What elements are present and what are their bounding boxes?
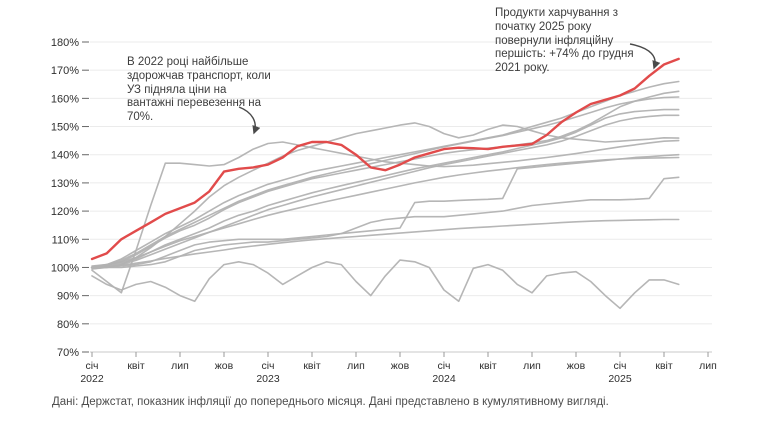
transport-annotation-arrow: [238, 106, 261, 135]
x-tick-label-12: січ: [613, 360, 626, 372]
y-tick-label-100: 100%: [51, 262, 79, 274]
x-tick-label-1: квіт: [127, 360, 145, 372]
series-line-transport: [91, 139, 680, 294]
food-annotation-arrow: [629, 43, 661, 70]
series-line-gray-mid-2: [91, 114, 680, 270]
x-year-label-2023: 2023: [256, 373, 280, 385]
y-tick-label-110: 110%: [52, 234, 80, 246]
axes: 70% 80% 90% 100% 110% 120% 130% 140% 150% 160% 170…: [51, 37, 717, 385]
annotation-arrows: [238, 43, 661, 135]
series-line-gray-mid-1: [91, 156, 680, 268]
y-tick-label-80: 80%: [57, 319, 79, 331]
x-tick-label-10: лип: [523, 360, 541, 372]
x-tick-label-9: квіт: [479, 360, 497, 372]
series-line-clothing-seasonal: [91, 259, 680, 310]
x-year-label-2024: 2024: [432, 373, 456, 385]
annotation-transport-2022: В 2022 році найбільше здорожчав транспор…: [127, 56, 271, 124]
series-line-gray-staircase-comm: [91, 176, 680, 269]
series-line-gray-slow: [91, 218, 680, 269]
series-line-gray-volatile: [91, 122, 680, 270]
series-line-food: [90, 57, 680, 261]
x-tick-label-14: лип: [699, 360, 717, 372]
x-tick-label-13: квіт: [655, 360, 673, 372]
chart-caption: Дані: Держстат, показник інфляції до поп…: [52, 396, 609, 408]
y-tick-label-180: 180%: [51, 37, 79, 49]
y-tick-label-70: 70%: [57, 347, 79, 359]
y-tick-label-150: 150%: [51, 122, 79, 134]
x-tick-label-8: січ: [437, 360, 450, 372]
y-tick-label-90: 90%: [57, 291, 79, 303]
x-tick-label-0: січ: [85, 360, 98, 372]
series-line-gray-upper-1: [91, 96, 680, 269]
x-tick-label-6: лип: [347, 360, 365, 372]
x-year-label-2022: 2022: [80, 373, 104, 385]
y-tick-label-120: 120%: [51, 206, 79, 218]
data-series: [90, 57, 680, 310]
x-tick-label-2: лип: [171, 360, 189, 372]
x-tick-label-5: квіт: [303, 360, 321, 372]
y-tick-label-160: 160%: [51, 93, 79, 105]
x-tick-label-3: жов: [215, 360, 234, 372]
x-tick-label-4: січ: [261, 360, 274, 372]
annotation-food-2025: Продукти харчування з початку 2025 року …: [495, 7, 634, 75]
x-tick-label-11: жов: [567, 360, 586, 372]
series-line-gray-upper-2: [91, 90, 680, 269]
x-year-label-2025: 2025: [608, 373, 632, 385]
y-tick-label-170: 170%: [51, 65, 79, 77]
series-line-gray-staircase-utilities: [91, 153, 680, 269]
x-tick-label-7: жов: [391, 360, 410, 372]
series-line-gray-mid-3: [91, 108, 680, 269]
y-tick-label-130: 130%: [51, 178, 79, 190]
y-tick-label-140: 140%: [51, 150, 79, 162]
